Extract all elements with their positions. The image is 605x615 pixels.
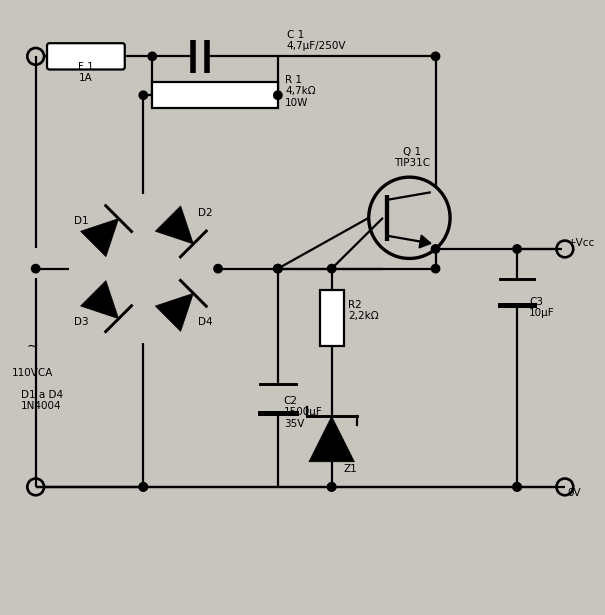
Circle shape (273, 91, 282, 100)
FancyBboxPatch shape (152, 82, 278, 108)
Circle shape (513, 245, 522, 253)
Polygon shape (419, 235, 431, 248)
Circle shape (273, 264, 282, 273)
Text: 110VCA: 110VCA (12, 368, 53, 378)
Circle shape (431, 52, 440, 60)
Text: Q 1
TIP31C: Q 1 TIP31C (394, 147, 431, 169)
Polygon shape (309, 416, 355, 462)
Circle shape (327, 264, 336, 273)
Circle shape (31, 264, 40, 273)
Circle shape (214, 264, 222, 273)
Polygon shape (155, 206, 194, 244)
Text: D1: D1 (73, 216, 88, 226)
Text: C2
1500μF
35V: C2 1500μF 35V (284, 396, 322, 429)
Text: C 1
4,7μF/250V: C 1 4,7μF/250V (287, 30, 346, 51)
Polygon shape (155, 293, 194, 331)
Circle shape (431, 245, 440, 253)
Text: F 1
1A: F 1 1A (78, 62, 94, 84)
FancyBboxPatch shape (47, 43, 125, 69)
Circle shape (273, 264, 282, 273)
Circle shape (148, 52, 157, 60)
Circle shape (513, 483, 522, 491)
Text: +Vcc: +Vcc (568, 238, 595, 248)
Text: D2: D2 (198, 208, 213, 218)
Circle shape (327, 483, 336, 491)
Text: D4: D4 (198, 317, 213, 327)
Text: 0V: 0V (568, 488, 581, 498)
Text: ∼: ∼ (27, 338, 39, 352)
Circle shape (139, 483, 148, 491)
Text: Z1: Z1 (344, 464, 358, 474)
Text: D1 a D4
1N4004: D1 a D4 1N4004 (21, 389, 63, 411)
Circle shape (327, 483, 336, 491)
Text: C3
10μF: C3 10μF (529, 297, 555, 319)
FancyBboxPatch shape (319, 290, 344, 346)
Circle shape (431, 264, 440, 273)
Polygon shape (80, 218, 119, 256)
Polygon shape (80, 280, 119, 319)
Text: R 1
4,7kΩ
10W: R 1 4,7kΩ 10W (285, 75, 316, 108)
Circle shape (513, 483, 522, 491)
Circle shape (139, 483, 148, 491)
Text: R2
2,2kΩ: R2 2,2kΩ (348, 300, 379, 322)
Circle shape (139, 91, 148, 100)
Text: D3: D3 (73, 317, 88, 327)
